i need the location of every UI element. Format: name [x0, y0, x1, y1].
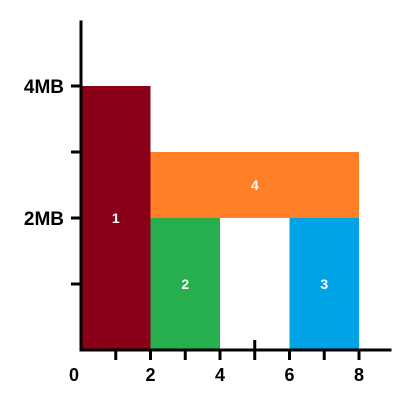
x-tick-label: 8 — [354, 365, 364, 385]
x-tick-label: 4 — [215, 365, 225, 385]
memory-block-1: 1 — [81, 86, 151, 350]
memory-block-3: 3 — [289, 218, 359, 350]
blocks-layer: 1 2 3 4 — [81, 86, 359, 350]
axes-layer: 0 2 4 6 8 2MB 4MB — [24, 20, 392, 385]
x-tick-label: 2 — [145, 365, 155, 385]
y-tick-label: 2MB — [24, 209, 64, 230]
y-ticks: 2MB 4MB — [24, 77, 81, 286]
y-tick-label: 4MB — [24, 77, 64, 98]
x-tick-label: 0 — [69, 365, 79, 385]
memory-block-rect-3 — [289, 218, 359, 350]
x-ticks: 0 2 4 6 8 — [69, 340, 364, 385]
x-tick-label: 6 — [284, 365, 294, 385]
memory-block-label-4: 4 — [251, 177, 259, 193]
memory-block-rect-2 — [150, 218, 220, 350]
memory-block-rect-4 — [150, 152, 359, 218]
memory-block-label-3: 3 — [320, 276, 328, 292]
memory-block-2: 2 — [150, 218, 220, 350]
memory-block-4: 4 — [150, 152, 359, 218]
memory-block-label-1: 1 — [112, 210, 120, 226]
memory-block-label-2: 2 — [181, 276, 189, 292]
memory-block-rect-1 — [81, 86, 151, 350]
